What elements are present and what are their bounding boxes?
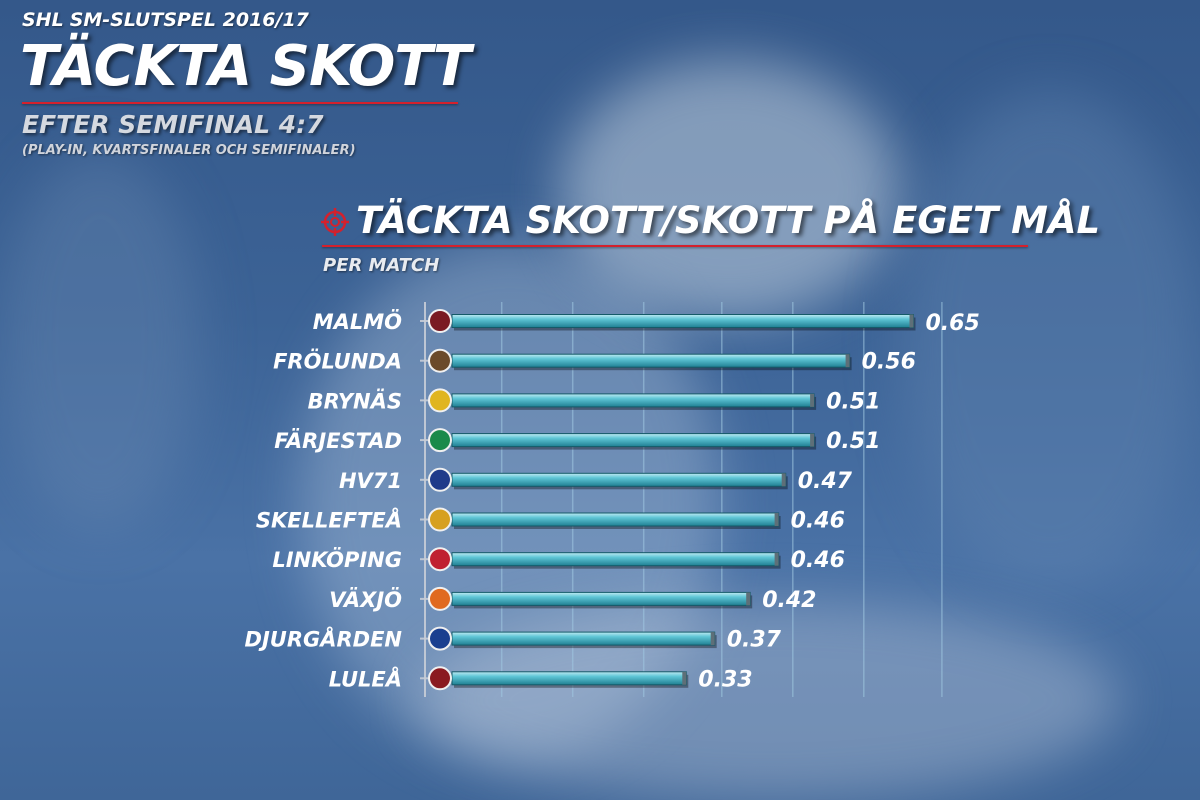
bar: [451, 631, 716, 646]
team-label: FÄRJESTAD: [274, 428, 402, 453]
team-label: LINKÖPING: [272, 547, 402, 572]
vaxjo-lakers-icon: [428, 586, 452, 611]
bar-end-cap: [710, 632, 715, 646]
title-underline: [22, 102, 458, 104]
linkoping-hc-icon: [428, 547, 452, 572]
page-title: TÄCKTA SKOTT: [20, 34, 471, 99]
team-label: HV71: [339, 469, 402, 493]
value-label: 0.65: [926, 311, 980, 336]
value-label: 0.51: [826, 429, 880, 454]
background-shape: [900, 90, 1200, 590]
page-note: (PLAY-IN, KVARTSFINALER OCH SEMIFINALER): [22, 143, 356, 158]
background-shape: [560, 60, 900, 320]
value-label: 0.46: [791, 509, 845, 534]
farjestad-bk-icon: [428, 428, 452, 453]
team-label: LULEÅ: [329, 666, 402, 691]
value-label: 0.47: [798, 469, 853, 494]
brynas-if-icon: [428, 388, 452, 413]
team-label: BRYNÄS: [308, 388, 402, 413]
chart-subtitle: PER MATCH: [323, 255, 440, 276]
malmo-redhawks-icon: [428, 309, 452, 333]
brand-text: SM-SLUTSPEL 2016/17: [69, 9, 309, 31]
bar-end-cap: [845, 354, 850, 368]
value-label: 0.51: [826, 389, 880, 414]
target-icon: [321, 208, 349, 236]
bar: [451, 433, 815, 448]
value-label: 0.42: [762, 588, 816, 613]
value-label: 0.37: [727, 628, 782, 653]
bar: [451, 472, 787, 487]
bar: [451, 353, 851, 368]
team-label: FRÖLUNDA: [273, 349, 402, 374]
djurgarden-if-icon: [428, 626, 452, 651]
team-label: SKELLEFTEÅ: [256, 508, 402, 533]
chart-title: TÄCKTA SKOTT/SKOTT PÅ EGET MÅL: [356, 199, 1101, 242]
team-label: MALMÖ: [313, 309, 402, 334]
hv71-icon: [428, 467, 452, 492]
lulea-hf-icon: [428, 666, 452, 691]
bar-end-cap: [810, 433, 815, 447]
bar: [451, 552, 780, 567]
bar-end-cap: [682, 671, 687, 685]
page-subtitle: EFTER SEMIFINAL 4:7: [22, 110, 324, 139]
bar-end-cap: [810, 393, 815, 407]
team-label: DJURGÅRDEN: [245, 627, 403, 652]
bar-end-cap: [746, 592, 751, 606]
bar: [451, 393, 815, 408]
team-label: VÄXJÖ: [329, 587, 402, 612]
bar-end-cap: [774, 552, 779, 566]
value-label: 0.56: [862, 350, 916, 375]
value-label: 0.46: [791, 548, 845, 573]
bar: [451, 512, 780, 527]
bar: [451, 314, 914, 328]
bar-end-cap: [774, 513, 779, 526]
brand-line: SHL SM-SLUTSPEL 2016/17: [22, 9, 309, 31]
bar-end-cap: [781, 473, 786, 487]
value-label: 0.33: [698, 667, 752, 692]
bar: [451, 671, 687, 686]
frolunda-indians-icon: [428, 348, 452, 373]
skelleftea-aik-icon: [428, 507, 452, 532]
bar: [451, 591, 751, 606]
chart-title-underline: [322, 245, 1028, 247]
shl-logo: SHL: [22, 9, 64, 31]
background-shape: [0, 150, 200, 530]
bar-end-cap: [909, 314, 914, 328]
